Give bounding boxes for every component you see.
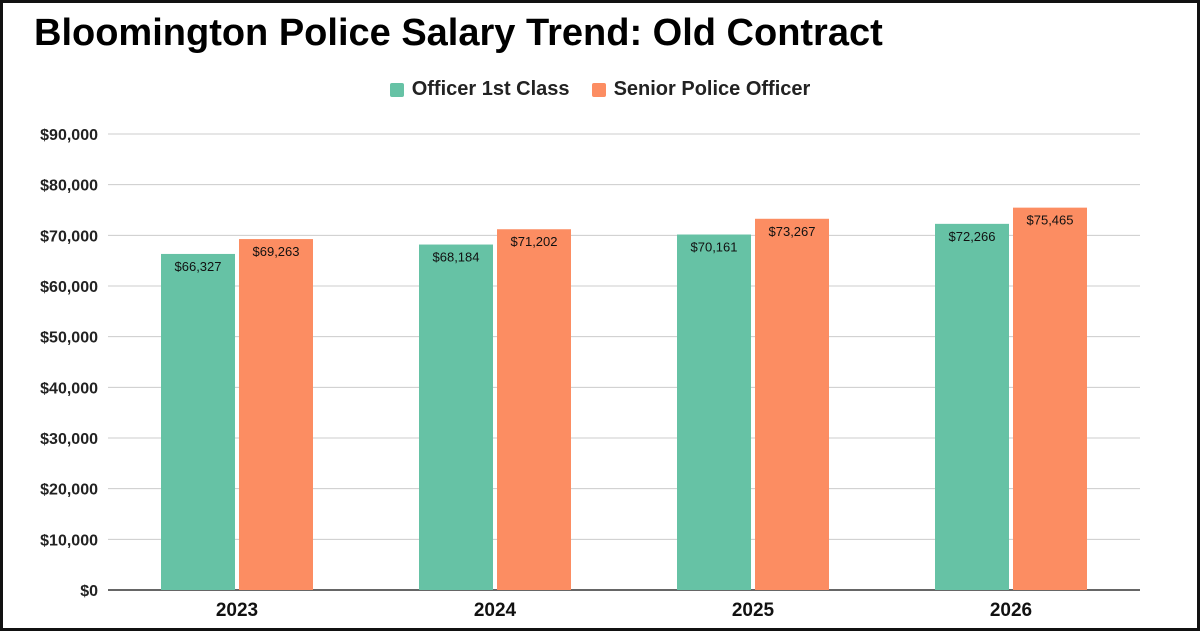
y-tick-label: $20,000 xyxy=(40,482,98,499)
data-label-senior-police-officer-2024: $71,202 xyxy=(511,234,558,249)
legend-swatch-senior-police-officer xyxy=(591,82,606,97)
bar-senior-police-officer-2026 xyxy=(1013,207,1087,591)
x-tick-label-2026: 2026 xyxy=(990,600,1032,621)
bar-officer-1st-class-2024 xyxy=(419,244,493,590)
legend-label-officer-1st-class: Officer 1st Class xyxy=(411,78,570,100)
y-tick-label: $80,000 xyxy=(40,178,98,195)
bar-officer-1st-class-2023 xyxy=(161,253,235,590)
y-tick-label: $90,000 xyxy=(40,127,98,144)
legend-item-officer-1st-class: Officer 1st Class xyxy=(389,78,570,101)
data-label-senior-police-officer-2025: $73,267 xyxy=(769,224,816,239)
data-label-officer-1st-class-2023: $66,327 xyxy=(175,259,222,274)
bar-senior-police-officer-2025 xyxy=(755,218,829,591)
y-tick-label: $60,000 xyxy=(40,279,98,296)
legend-label-senior-police-officer: Senior Police Officer xyxy=(613,78,811,100)
y-tick-label: $30,000 xyxy=(40,431,98,448)
bar-senior-police-officer-2023 xyxy=(239,239,313,591)
y-tick-label: $50,000 xyxy=(40,330,98,347)
chart-legend: Officer 1st Class Senior Police Officer xyxy=(0,78,1200,101)
data-label-officer-1st-class-2026: $72,266 xyxy=(949,229,996,244)
data-label-officer-1st-class-2024: $68,184 xyxy=(433,250,480,265)
legend-item-senior-police-officer: Senior Police Officer xyxy=(591,78,811,101)
x-tick-label-2025: 2025 xyxy=(732,600,775,621)
y-tick-label: $10,000 xyxy=(40,532,98,549)
y-tick-label: $0 xyxy=(80,583,98,600)
bar-senior-police-officer-2024 xyxy=(497,229,571,590)
data-label-officer-1st-class-2025: $70,161 xyxy=(691,240,738,255)
legend-swatch-officer-1st-class xyxy=(389,82,404,97)
x-tick-label-2023: 2023 xyxy=(216,600,258,621)
data-label-senior-police-officer-2026: $75,465 xyxy=(1027,213,1074,228)
data-label-senior-police-officer-2023: $69,263 xyxy=(253,244,300,259)
bar-officer-1st-class-2025 xyxy=(677,234,751,591)
x-tick-label-2024: 2024 xyxy=(474,600,517,621)
y-tick-label: $40,000 xyxy=(40,380,98,397)
y-tick-label: $70,000 xyxy=(40,228,98,245)
chart-title: Bloomington Police Salary Trend: Old Con… xyxy=(34,12,883,54)
bar-officer-1st-class-2026 xyxy=(935,223,1009,590)
